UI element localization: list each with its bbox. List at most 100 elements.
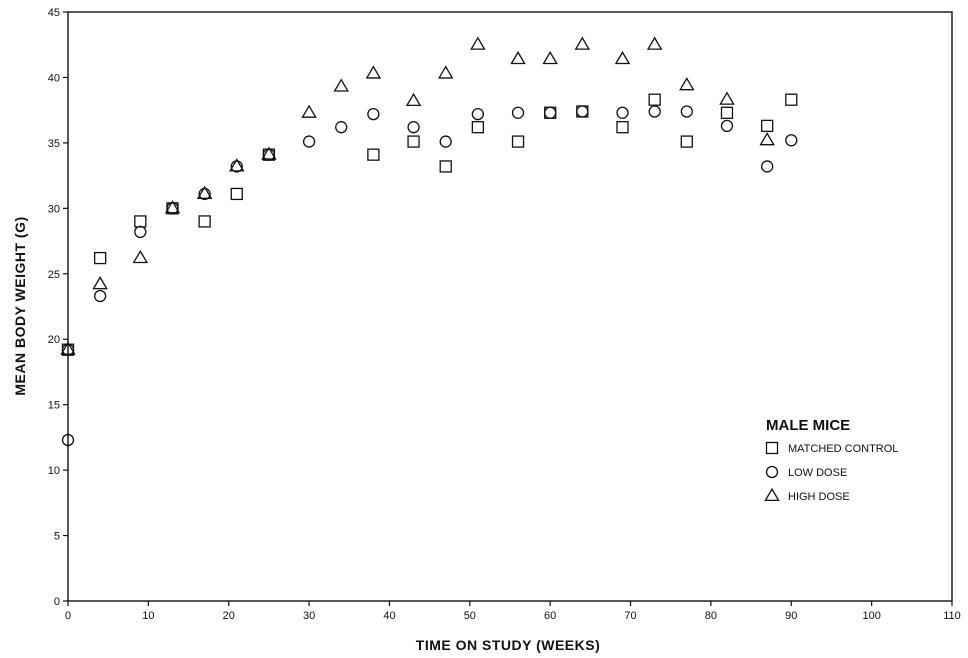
plot-border: [67, 11, 953, 602]
series-triangle: [60, 36, 775, 355]
data-point-triangle: [470, 36, 486, 50]
plot-frame: [67, 11, 953, 602]
y-axis-title: MEAN BODY WEIGHT (G): [12, 216, 28, 395]
legend: MALE MICE MATCHED CONTROL LOW DOSE HIGH DO…: [764, 417, 898, 503]
series-square: [61, 93, 798, 356]
y-tick-label: 30: [48, 203, 60, 215]
x-tick-label: 20: [223, 610, 235, 622]
data-point-circle: [407, 121, 420, 134]
data-point-triangle: [333, 78, 349, 92]
y-tick-label: 45: [48, 7, 60, 19]
data-point-triangle: [614, 50, 631, 65]
data-point-triangle: [365, 65, 382, 79]
x-tick-label: 90: [785, 610, 797, 622]
data-points: [60, 36, 798, 447]
legend-label: LOW DOSE: [788, 467, 847, 479]
data-point-circle: [61, 343, 75, 356]
x-tick-label: 70: [624, 610, 636, 622]
data-point-circle: [230, 160, 243, 173]
data-point-triangle: [132, 249, 149, 264]
x-tick-label: 40: [383, 610, 395, 622]
y-tick-label: 10: [48, 465, 60, 477]
x-tick-label: 10: [142, 610, 154, 622]
data-point-triangle: [510, 50, 526, 65]
data-point-square: [471, 121, 485, 134]
data-point-square: [761, 119, 774, 133]
data-point-circle: [439, 135, 452, 148]
x-tick-label: 110: [943, 610, 961, 622]
legend-label: HIGH DOSE: [788, 491, 850, 503]
x-tick-label: 50: [464, 610, 476, 622]
data-point-triangle: [679, 77, 695, 91]
data-point-circle: [576, 105, 589, 118]
data-point-triangle: [196, 185, 213, 199]
data-point-circle: [761, 160, 774, 173]
y-tick-label: 35: [48, 138, 60, 150]
series-circle: [61, 105, 798, 447]
y-tick-label: 5: [54, 531, 60, 543]
data-point-circle: [471, 107, 485, 121]
x-tick-label: 60: [544, 610, 556, 622]
data-point-circle: [198, 187, 211, 201]
data-point-square: [720, 106, 734, 119]
data-point-circle: [511, 106, 525, 119]
y-tick-label: 25: [48, 269, 60, 281]
data-point-circle: [544, 106, 557, 119]
y-tick-label: 0: [54, 596, 60, 608]
data-point-circle: [648, 105, 661, 118]
data-point-triangle: [542, 50, 558, 65]
data-point-triangle: [405, 92, 422, 107]
data-point-square: [134, 215, 147, 228]
data-point-triangle: [759, 132, 775, 146]
y-tick-label: 15: [48, 400, 60, 412]
legend-title: MALE MICE: [766, 417, 850, 434]
data-point-square: [407, 135, 420, 148]
x-tick-label: 0: [65, 610, 71, 622]
data-point-square: [511, 135, 525, 148]
data-point-circle: [134, 225, 147, 239]
data-point-triangle: [261, 146, 277, 160]
data-point-circle: [335, 121, 348, 134]
data-point-square: [93, 251, 107, 265]
x-tick-label: 100: [862, 610, 880, 622]
data-point-triangle: [301, 104, 317, 118]
x-axis: 0 10 20 30 40 50 60 70 80 90 100 110: [65, 601, 961, 622]
data-point-circle: [367, 107, 380, 121]
data-point-circle: [302, 135, 316, 148]
data-point-square: [616, 121, 629, 134]
legend-marker-triangle: [764, 487, 780, 502]
data-point-triangle: [60, 341, 76, 355]
data-point-circle: [93, 289, 107, 303]
data-point-triangle: [164, 200, 181, 214]
data-point-square: [367, 148, 380, 161]
y-axis: 0 5 10 15 20 25 30 35 40 45: [48, 7, 68, 608]
data-point-circle: [785, 134, 798, 147]
data-point-square: [198, 215, 211, 228]
x-axis-title: TIME ON STUDY (WEEKS): [416, 637, 600, 653]
legend-label: MATCHED CONTROL: [788, 443, 898, 455]
data-point-circle: [720, 119, 734, 133]
data-point-circle: [262, 148, 276, 161]
y-tick-label: 40: [48, 72, 60, 84]
data-point-square: [785, 93, 798, 106]
legend-marker-circle: [765, 465, 779, 479]
data-point-triangle: [574, 36, 591, 50]
x-tick-label: 30: [303, 610, 315, 622]
data-point-circle: [680, 105, 693, 118]
data-point-triangle: [719, 91, 735, 105]
data-point-square: [439, 160, 452, 173]
data-point-triangle: [229, 158, 245, 172]
data-point-triangle: [646, 36, 663, 50]
legend-marker-square: [765, 441, 779, 455]
data-point-triangle: [92, 276, 108, 290]
data-point-triangle: [437, 65, 454, 79]
data-point-circle: [61, 433, 75, 447]
x-tick-label: 80: [705, 610, 717, 622]
data-point-square: [230, 187, 243, 201]
data-point-square: [680, 135, 693, 148]
data-point-square: [648, 93, 661, 106]
data-point-circle: [616, 106, 629, 119]
y-tick-label: 20: [48, 334, 60, 346]
data-point-circle: [166, 202, 179, 215]
